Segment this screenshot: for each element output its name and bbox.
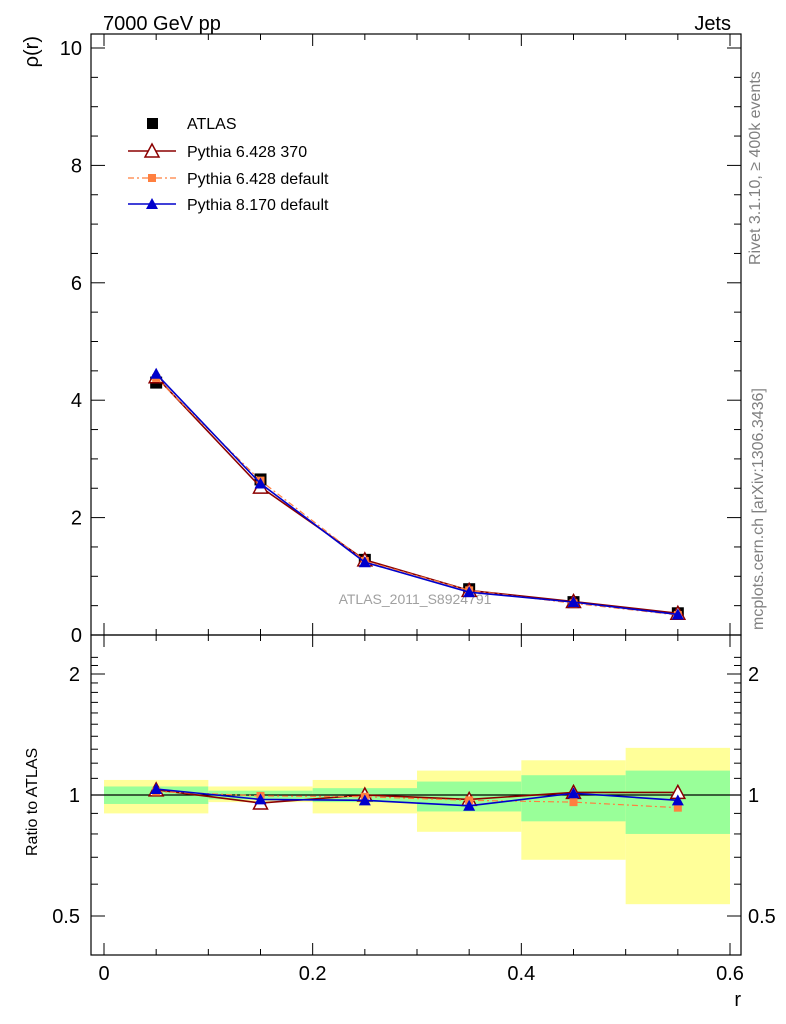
main-y-tick-label: 10 xyxy=(60,38,82,60)
ratio-line-pythia-8-170-default xyxy=(156,788,678,807)
rivet-info-text: Rivet 3.1.10, ≥ 400k events xyxy=(747,71,764,265)
x-axis-label: r xyxy=(734,989,741,1011)
main-y-tick-label: 4 xyxy=(71,390,82,412)
main-plot-series xyxy=(147,367,687,621)
x-tick-label: 0.4 xyxy=(507,963,535,985)
legend-p8-default-marker xyxy=(146,198,158,209)
ratio-point-pythia-8-170-default xyxy=(463,799,476,811)
ratio-line-pythia-6-428-370 xyxy=(156,789,678,804)
legend-p8-default-label: Pythia 8.170 default xyxy=(187,197,329,214)
main-point-pythia-8-170-default xyxy=(567,596,580,608)
ratio-point-pythia-8-170-default xyxy=(671,794,684,806)
legend: ATLAS Pythia 6.428 370 Pythia 6.428 defa… xyxy=(128,116,329,214)
ratio-y-axis-label: Ratio to ATLAS xyxy=(24,748,41,856)
main-point-pythia-8-170-default xyxy=(358,556,371,568)
x-tick-label: 0.2 xyxy=(299,963,327,985)
ratio-y-tick-label-right: 2 xyxy=(748,664,759,686)
main-point-pythia-8-170-default xyxy=(254,477,267,489)
header-right: Jets xyxy=(694,13,731,35)
header-left: 7000 GeV pp xyxy=(103,13,221,35)
main-y-tick-label: 2 xyxy=(71,508,82,530)
legend-p6-default-marker xyxy=(148,174,156,182)
main-point-pythia-8-170-default xyxy=(463,586,476,598)
legend-p6-default-label: Pythia 6.428 default xyxy=(187,171,329,188)
main-y-tick-label: 0 xyxy=(71,625,82,647)
main-y-axis-label: ρ(r) xyxy=(21,36,43,67)
legend-p6-370-label: Pythia 6.428 370 xyxy=(187,144,307,161)
ratio-y-tick-label-right: 0.5 xyxy=(748,906,776,928)
main-y-tick-label: 8 xyxy=(71,155,82,177)
main-point-pythia-8-170-default xyxy=(671,608,684,620)
legend-atlas-marker xyxy=(147,118,158,129)
ratio-y-tick-label-left: 1 xyxy=(69,785,80,807)
main-line-pythia-6-428-default xyxy=(155,377,678,616)
x-tick-label: 0.6 xyxy=(716,963,744,985)
ratio-point-pythia-8-170-default xyxy=(150,782,163,794)
legend-atlas-label: ATLAS xyxy=(187,116,237,133)
ratio-point-pythia-6-428-default xyxy=(569,798,578,807)
legend-p6-370-marker xyxy=(143,142,161,158)
analysis-watermark: ATLAS_2011_S8924791 xyxy=(339,591,492,607)
ratio-y-tick-label-left: 2 xyxy=(69,664,80,686)
main-point-pythia-8-170-default xyxy=(150,367,163,379)
ratio-point-pythia-8-170-default xyxy=(254,793,267,805)
main-line-pythia-8-170-default xyxy=(155,373,678,616)
mcplots-reference-text: mcplots.cern.ch [arXiv:1306.3436] xyxy=(750,388,767,630)
x-tick-label: 0 xyxy=(98,963,109,985)
ratio-line-pythia-6-428-default xyxy=(156,790,678,809)
ratio-point-pythia-6-428-default xyxy=(673,803,682,812)
ratio-point-pythia-8-170-default xyxy=(567,787,580,799)
ratio-plot-frame: 0 0.2 0.4 0.6 0.5 0.5 1 1 2 2 xyxy=(52,634,776,985)
ratio-y-tick-label-right: 1 xyxy=(748,785,759,807)
ratio-plot-series xyxy=(147,781,687,812)
main-y-tick-label: 6 xyxy=(71,273,82,295)
ratio-point-pythia-8-170-default xyxy=(358,794,371,806)
ratio-y-tick-label-left: 0.5 xyxy=(52,906,80,928)
